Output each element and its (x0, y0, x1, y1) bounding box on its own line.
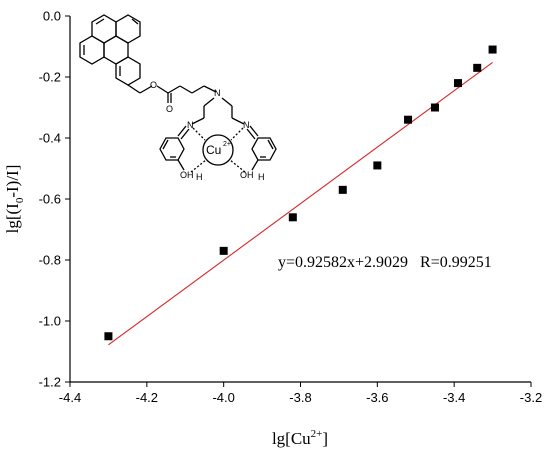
phenol-oh-left-label: OH (180, 170, 194, 180)
y-tick-label: -0.6 (39, 192, 61, 207)
data-point (454, 79, 463, 88)
data-point (430, 103, 439, 112)
fit-equation-annotation: y=0.92582x+2.9029 R=0.99251 (278, 254, 492, 271)
x-tick-label: -4.4 (59, 390, 81, 405)
y-tick-label: -1.0 (39, 314, 61, 329)
data-point (488, 45, 497, 54)
x-tick-label: -3.2 (520, 390, 542, 405)
amine-nitrogen-label: N (214, 88, 221, 98)
imine-nitrogen-right-label: N (243, 120, 250, 130)
molecule-structure-inset: O O N N N OH H OH (79, 14, 277, 182)
y-tick-label: -0.4 (39, 131, 61, 146)
data-point (338, 185, 347, 194)
data-point (373, 161, 382, 170)
phenol-h-left-label: H (196, 172, 203, 182)
carbonyl-oxygen-label: O (166, 104, 173, 114)
y-tick-label: 0.0 (43, 9, 61, 24)
y-tick-label: -0.8 (39, 253, 61, 268)
imine-nitrogen-left-label: N (187, 120, 194, 130)
x-tick-label: -3.8 (289, 390, 311, 405)
data-point (219, 246, 228, 255)
x-ticks: -4.4 -4.2 -4.0 -3.8 -3.6 -3.4 -3.2 (59, 382, 542, 405)
data-point (404, 115, 413, 124)
axes (69, 16, 531, 383)
x-tick-label: -3.6 (366, 390, 388, 405)
x-tick-label: -3.4 (443, 390, 465, 405)
y-tick-label: -1.2 (39, 375, 61, 390)
data-point (288, 213, 297, 222)
fit-line (108, 62, 493, 346)
copper-ion-circle (202, 134, 234, 166)
x-tick-label: -4.2 (136, 390, 158, 405)
phenol-h-right-label: H (258, 172, 265, 182)
data-points (104, 45, 497, 341)
data-point (473, 63, 482, 72)
y-tick-label: -0.2 (39, 70, 61, 85)
copper-ion-label: Cu (206, 143, 221, 157)
copper-charge-label: 2+ (223, 141, 231, 148)
phenol-oh-right-label: OH (240, 170, 254, 180)
ester-oxygen-label: O (150, 80, 157, 90)
x-tick-label: -4.0 (212, 390, 234, 405)
data-point (104, 332, 113, 341)
y-ticks: 0.0 -0.2 -0.4 -0.6 -0.8 -1.0 -1.2 (39, 9, 70, 390)
y-axis-title: lg[(I0-I)/I] (3, 165, 26, 234)
pyrene-icon (79, 14, 141, 86)
x-axis-title: lg[Cu2+] (272, 428, 328, 448)
